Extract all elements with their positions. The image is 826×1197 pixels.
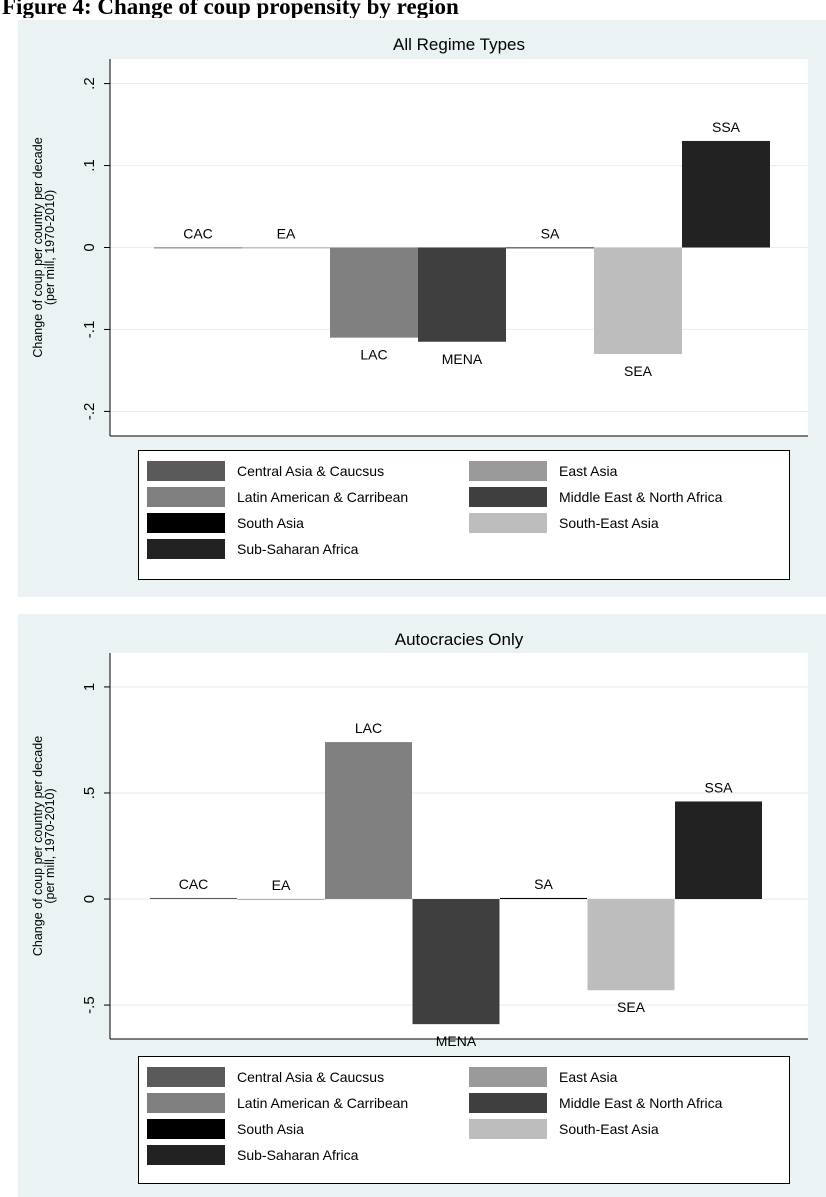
bar-label-mena: MENA: [436, 1033, 477, 1049]
bar-label-cac: CAC: [179, 876, 209, 892]
legend-all-regimes: Central Asia & Caucsus East Asia Latin Ame…: [138, 450, 790, 580]
y-tick-label: 0: [81, 895, 98, 903]
legend-item-ssa: Sub-Saharan Africa: [147, 1145, 358, 1165]
legend-label: Latin American & Carribean: [237, 489, 409, 505]
legend-item-lac: Latin American & Carribean: [147, 1093, 408, 1113]
y-tick-label: -.5: [81, 996, 98, 1014]
bar-cac: [150, 897, 237, 900]
chart-panel-autocracies: Autocracies Only -.5 0 .5 1 Change of coup pe…: [18, 614, 826, 1197]
legend-label: East Asia: [559, 463, 618, 479]
y-tick-label: 0: [81, 243, 98, 251]
bar-label-sa: SA: [541, 226, 560, 242]
bar-label-sa: SA: [534, 876, 553, 892]
legend-item-sa: South Asia: [147, 1119, 304, 1139]
legend-item-sa: South Asia: [147, 513, 304, 533]
bar-sea: [587, 899, 675, 991]
y-axis-label: Change of coup per country per decade: [31, 137, 45, 357]
bar-lac: [330, 247, 418, 338]
y-axis-label: (per mill, 1970-2010): [43, 190, 57, 305]
legend-label: East Asia: [559, 1069, 618, 1085]
legend-label: South Asia: [237, 515, 304, 531]
legend-label: South-East Asia: [559, 515, 659, 531]
legend-label: Central Asia & Caucsus: [237, 463, 385, 479]
legend-item-cac: Central Asia & Caucsus: [147, 1067, 384, 1087]
legend-swatch: [147, 487, 225, 507]
legend-swatch: [147, 1067, 225, 1087]
bar-mena: [412, 899, 500, 1025]
legend-label: Central Asia & Caucsus: [237, 1069, 385, 1085]
legend-label: Middle East & North Africa: [559, 489, 723, 505]
bar-ssa: [682, 140, 770, 248]
legend-label: South Asia: [237, 1121, 304, 1137]
bar-mena: [418, 247, 506, 342]
legend-swatch: [147, 1093, 225, 1113]
legend-swatch: [147, 461, 225, 481]
legend-label: Middle East & North Africa: [559, 1095, 723, 1111]
legend-swatch: [469, 461, 547, 481]
y-tick-label: 1: [81, 683, 98, 691]
bar-label-ssa: SSA: [704, 779, 733, 795]
y-tick-label: .2: [81, 77, 98, 90]
bar-label-ea: EA: [272, 877, 291, 893]
bar-label-lac: LAC: [360, 347, 387, 363]
legend-item-lac: Latin American & Carribean: [147, 487, 408, 507]
legend-item-mena: Middle East & North Africa: [469, 487, 722, 507]
bar-lac: [325, 742, 412, 900]
legend-item-mena: Middle East & North Africa: [469, 1093, 722, 1113]
legend-item-ea: East Asia: [469, 461, 617, 481]
bar-label-lac: LAC: [355, 720, 382, 736]
legend-swatch: [469, 1067, 547, 1087]
bar-cac: [154, 247, 242, 249]
bar-ea: [242, 247, 330, 249]
bar-ea: [237, 899, 325, 900]
legend-autocracies: Central Asia & Caucsus East Asia Latin Ame…: [138, 1056, 790, 1184]
bar-sea: [594, 247, 682, 355]
page-heading: Figure 4: Change of coup propensity by r…: [2, 0, 459, 18]
chart-title: Autocracies Only: [395, 630, 524, 649]
chart-autocracies: Autocracies Only -.5 0 .5 1 Change of coup pe…: [31, 630, 808, 1049]
bar-sa: [500, 897, 587, 900]
legend-swatch: [147, 539, 225, 559]
legend-label: Latin American & Carribean: [237, 1095, 409, 1111]
bar-label-ea: EA: [277, 226, 296, 242]
legend-swatch: [469, 513, 547, 533]
legend-item-sea: South-East Asia: [469, 1119, 659, 1139]
bar-label-mena: MENA: [442, 351, 483, 367]
legend-item-cac: Central Asia & Caucsus: [147, 461, 384, 481]
bar-ssa: [675, 801, 762, 900]
y-tick-label: -.2: [81, 403, 98, 421]
legend-swatch: [147, 1145, 225, 1165]
bar-label-ssa: SSA: [712, 119, 741, 135]
legend-item-ssa: Sub-Saharan Africa: [147, 539, 358, 559]
legend-item-sea: South-East Asia: [469, 513, 659, 533]
legend-label: Sub-Saharan Africa: [237, 1147, 359, 1163]
legend-swatch: [469, 1093, 547, 1113]
y-tick-label: .1: [81, 159, 98, 172]
chart-title: All Regime Types: [393, 35, 525, 54]
bar-label-cac: CAC: [183, 226, 213, 242]
legend-swatch: [147, 513, 225, 533]
y-tick-label: -.1: [81, 321, 98, 339]
legend-swatch: [469, 1119, 547, 1139]
y-tick-label: .5: [81, 787, 98, 800]
legend-label: Sub-Saharan Africa: [237, 541, 359, 557]
bar-label-sea: SEA: [617, 999, 646, 1015]
legend-swatch: [147, 1119, 225, 1139]
y-axis-label: Change of coup per country per decade: [31, 736, 45, 956]
bar-label-sea: SEA: [624, 363, 653, 379]
bar-sa: [506, 247, 594, 249]
legend-swatch: [469, 487, 547, 507]
y-axis-label: (per mill, 1970-2010): [43, 788, 57, 903]
chart-all-regimes: All Regime Types -.2 -.1 0 .1 .2 Change of cou…: [31, 35, 808, 437]
legend-item-ea: East Asia: [469, 1067, 617, 1087]
legend-label: South-East Asia: [559, 1121, 659, 1137]
chart-panel-all-regimes: All Regime Types -.2 -.1 0 .1 .2 Change of cou…: [18, 20, 826, 597]
